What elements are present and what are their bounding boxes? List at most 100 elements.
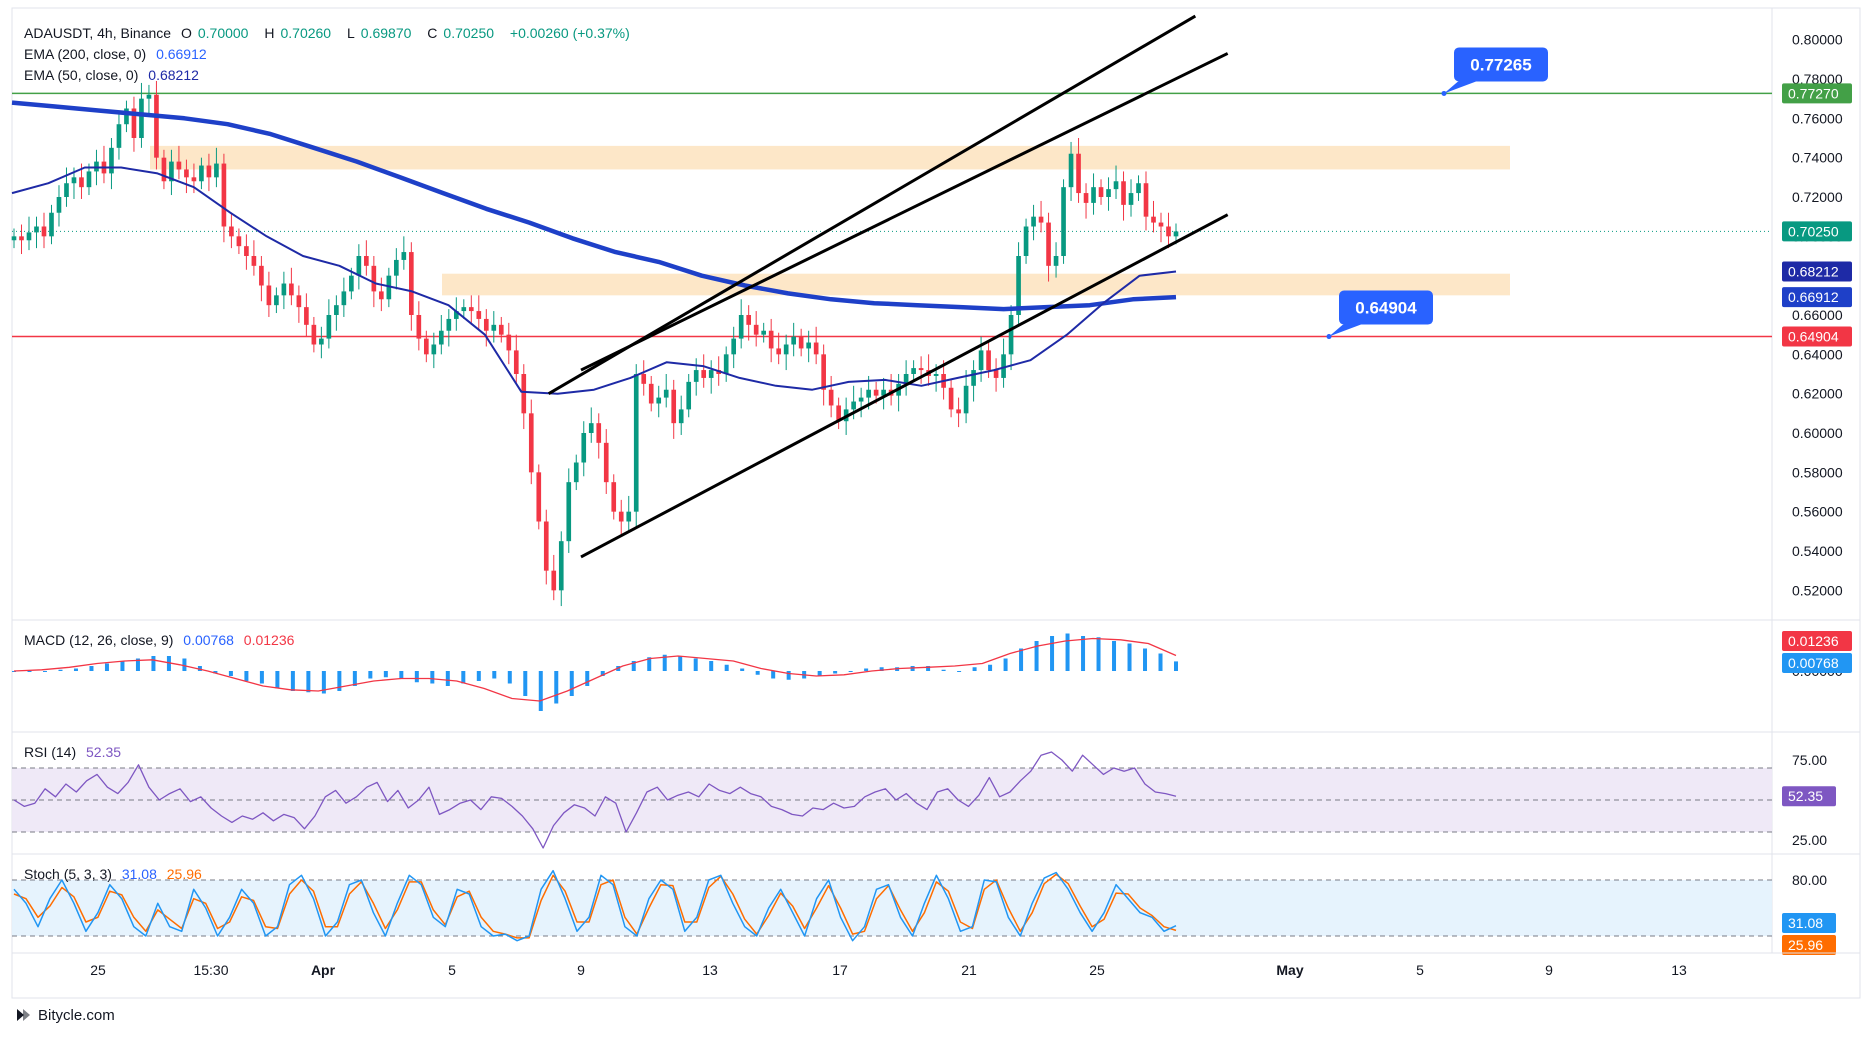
candle <box>978 350 984 371</box>
candle <box>1143 183 1149 217</box>
candle <box>558 541 564 591</box>
stoch-d-tag-text: 25.96 <box>1788 937 1823 953</box>
macd-bar <box>1096 637 1101 671</box>
macd-bar <box>709 661 714 671</box>
x-tick-label: 9 <box>577 962 585 978</box>
macd-bar <box>724 664 729 671</box>
candle <box>1031 216 1036 227</box>
rsi-tick-label: 25.00 <box>1792 832 1827 848</box>
brand-name: Bitycle.com <box>38 1006 115 1024</box>
x-tick-label: 15:30 <box>193 962 228 978</box>
macd-value-tag <box>1782 653 1852 673</box>
callout-pointer <box>1329 324 1361 337</box>
candle <box>513 350 519 374</box>
candle <box>491 324 497 331</box>
price-callout-2: 0.64904 <box>1326 290 1433 340</box>
candle <box>259 265 264 286</box>
candle <box>251 256 257 266</box>
x-tick-label: 13 <box>1671 962 1687 978</box>
candle <box>86 171 92 188</box>
macd-bar <box>151 656 156 671</box>
macd-bar <box>182 658 187 671</box>
candle <box>828 389 834 406</box>
candle <box>536 472 542 522</box>
macd-bar <box>879 667 884 671</box>
candle <box>161 157 167 182</box>
macd-legend[interactable]: MACD (12, 26, close, 9) 0.00768 0.01236 <box>24 631 300 649</box>
candle <box>274 295 279 306</box>
ema200-legend[interactable]: EMA (200, close, 0) 0.66912 <box>24 45 213 63</box>
stoch-k-tag <box>1782 913 1836 933</box>
stoch-legend[interactable]: Stoch (5, 3, 3) 31.08 25.96 <box>24 865 208 883</box>
candle <box>79 177 84 188</box>
price-axis-tag <box>1782 261 1852 282</box>
candles <box>11 80 1179 607</box>
rsi-legend[interactable]: RSI (14) 52.35 <box>24 743 127 761</box>
candle <box>214 163 219 178</box>
macd-bar <box>135 658 140 671</box>
price-tick-label: 0.80000 <box>1792 32 1843 48</box>
high-label: H <box>264 25 275 41</box>
macd-bar <box>507 671 512 684</box>
macd-bar <box>197 666 202 671</box>
candle <box>1053 256 1059 266</box>
ema200-label: EMA (200, close, 0) <box>24 46 147 62</box>
macd-bar <box>476 671 481 681</box>
macd-bar <box>104 663 109 671</box>
macd-bar <box>693 658 698 671</box>
macd-bar <box>445 671 450 686</box>
candle <box>626 511 632 522</box>
macd-bar <box>120 661 125 671</box>
candle <box>296 295 302 308</box>
candle <box>438 330 444 345</box>
ema200-line <box>11 100 1177 312</box>
macd-bar <box>1034 641 1039 671</box>
candle <box>1158 222 1164 227</box>
price-axis-tag <box>1782 326 1852 347</box>
macd-bar <box>259 671 264 684</box>
candle <box>603 442 609 483</box>
stoch-d-tag <box>1782 935 1836 955</box>
candle <box>468 307 474 312</box>
candle <box>956 409 961 414</box>
candle <box>1008 315 1014 355</box>
candle <box>191 177 197 182</box>
macd-bar <box>662 654 667 671</box>
candle <box>948 387 954 410</box>
candle <box>693 370 699 382</box>
macd-bar <box>58 669 63 671</box>
candle <box>446 318 452 331</box>
macd-label: MACD (12, 26, close, 9) <box>24 632 174 648</box>
macd-bar <box>430 671 435 684</box>
candle <box>423 338 429 355</box>
candle <box>1023 226 1029 256</box>
candle <box>1038 216 1044 223</box>
candle <box>633 374 639 512</box>
macd-bar <box>368 671 373 679</box>
stoch-label: Stoch (5, 3, 3) <box>24 866 112 882</box>
candle <box>154 94 159 158</box>
candle <box>1068 153 1074 188</box>
symbol-name[interactable]: ADAUSDT, 4h, Binance <box>24 25 172 41</box>
x-tick-label: 25 <box>1089 962 1105 978</box>
macd-bar <box>864 668 869 671</box>
candle <box>768 330 774 349</box>
macd-bar <box>848 671 853 672</box>
candle <box>791 336 796 345</box>
stoch-d-line <box>13 873 1177 939</box>
macd-bar <box>290 671 295 691</box>
candle <box>933 374 939 376</box>
open-label: O <box>180 25 192 41</box>
macd-bar <box>1065 633 1070 671</box>
ema50-legend[interactable]: EMA (50, close, 0) 0.68212 <box>24 66 205 84</box>
macd-bar <box>461 671 466 684</box>
candle <box>461 307 467 312</box>
macd-histogram <box>12 633 1178 711</box>
candle <box>1166 226 1171 237</box>
candle <box>401 252 407 260</box>
brand-footer[interactable]: Bitycle.com <box>14 1006 115 1024</box>
x-tick-label: 21 <box>961 962 977 978</box>
bitycle-logo-icon <box>17 1009 30 1021</box>
